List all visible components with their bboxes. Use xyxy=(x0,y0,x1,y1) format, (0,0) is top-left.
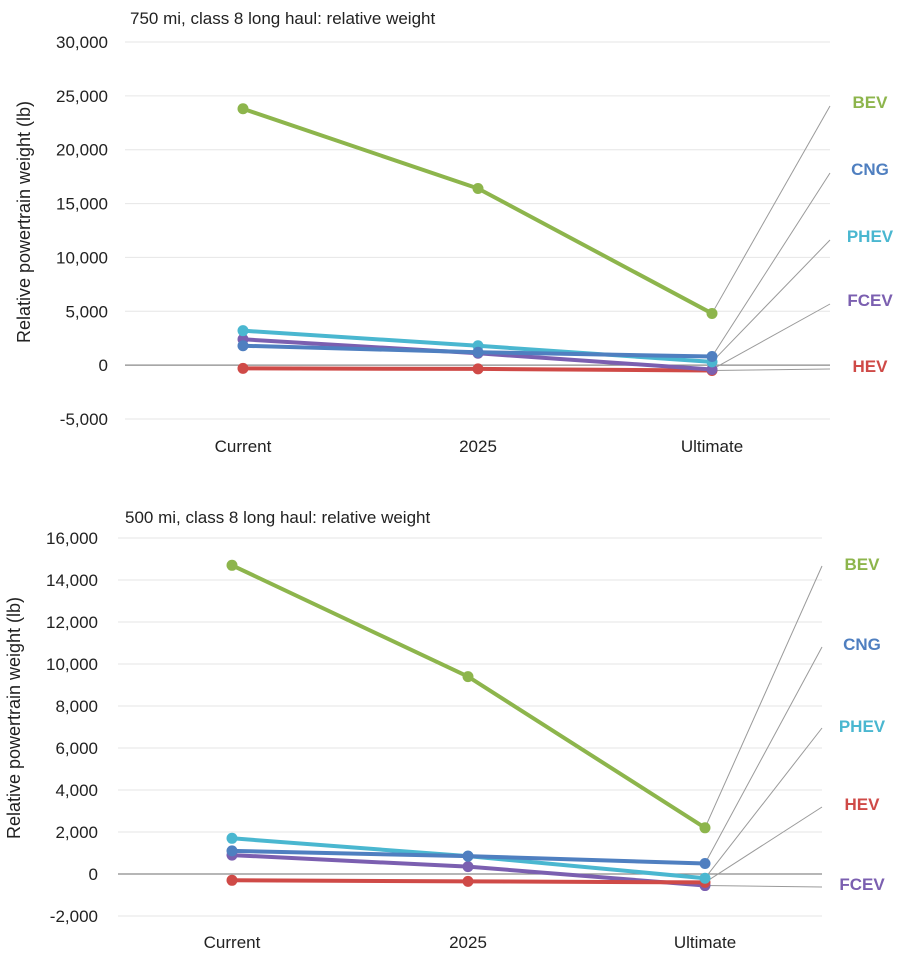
x-tick-label: Current xyxy=(215,437,272,456)
data-point xyxy=(237,340,249,352)
y-tick-labels: 16,000 14,000 12,000 10,000 8,000 6,000 4,000 2… xyxy=(46,529,98,926)
y-tick-label: 20,000 xyxy=(56,141,108,160)
data-point xyxy=(462,875,474,887)
y-tick-label: 25,000 xyxy=(56,87,108,106)
x-tick-label: Ultimate xyxy=(674,933,736,952)
y-axis-label: Relative powertrain weight (lb) xyxy=(4,597,24,839)
legend-leader-cng xyxy=(711,172,831,357)
legend-leader-hev xyxy=(711,368,831,372)
x-tick-label: 2025 xyxy=(459,437,497,456)
legend: BEV CNG PHEV HEV FCEV xyxy=(839,555,886,894)
chart-750mi: 750 mi, class 8 long haul: relative weig… xyxy=(14,9,894,456)
y-tick-label: 5,000 xyxy=(65,302,108,321)
legend-label-cng: CNG xyxy=(843,635,881,654)
data-point xyxy=(472,363,484,375)
data-point xyxy=(462,861,474,873)
legend-label-cng: CNG xyxy=(851,160,889,179)
legend-leader-bev xyxy=(711,105,831,314)
y-tick-label: 16,000 xyxy=(46,529,98,548)
y-tick-label: 0 xyxy=(99,356,108,375)
legend-label-bev: BEV xyxy=(845,555,881,574)
legend-leader-hev xyxy=(704,806,823,883)
chart-title: 750 mi, class 8 long haul: relative weig… xyxy=(130,9,435,28)
y-tick-label: -5,000 xyxy=(60,410,108,429)
legend-leader-lines xyxy=(711,105,831,372)
y-tick-label: 14,000 xyxy=(46,571,98,590)
series-line xyxy=(241,106,714,316)
legend-label-phev: PHEV xyxy=(847,227,894,246)
series-line xyxy=(230,563,707,830)
legend-leader-cng xyxy=(704,646,823,864)
legend-label-hev: HEV xyxy=(845,795,881,814)
y-tick-label: 4,000 xyxy=(55,781,98,800)
data-point xyxy=(472,346,484,358)
x-tick-labels: Current 2025 Ultimate xyxy=(215,437,744,456)
data-point xyxy=(699,872,711,884)
legend-leader-phev xyxy=(704,727,823,879)
y-tick-label: 12,000 xyxy=(46,613,98,632)
series-lines xyxy=(237,103,718,377)
data-point xyxy=(706,351,718,363)
data-point xyxy=(706,307,718,319)
chart-500mi: 500 mi, class 8 long haul: relative weig… xyxy=(4,508,886,952)
series-bev xyxy=(226,559,711,834)
x-tick-label: Current xyxy=(204,933,261,952)
legend: BEV CNG PHEV FCEV HEV xyxy=(847,93,894,376)
y-tick-label: 10,000 xyxy=(56,248,108,267)
data-point xyxy=(462,850,474,862)
legend-leader-fcev xyxy=(711,303,831,370)
legend-label-hev: HEV xyxy=(853,357,889,376)
data-point xyxy=(237,362,249,374)
y-tick-label: 6,000 xyxy=(55,739,98,758)
y-tick-label: 15,000 xyxy=(56,195,108,214)
series-hev xyxy=(226,874,711,888)
series-lines xyxy=(226,559,711,892)
series-cng xyxy=(226,845,711,869)
x-tick-label: 2025 xyxy=(449,933,487,952)
legend-label-fcev: FCEV xyxy=(847,291,893,310)
x-tick-labels: Current 2025 Ultimate xyxy=(204,933,737,952)
data-point xyxy=(226,832,238,844)
data-point xyxy=(226,559,238,571)
data-point xyxy=(462,671,474,683)
legend-leader-phev xyxy=(711,239,831,363)
chart-title: 500 mi, class 8 long haul: relative weig… xyxy=(125,508,430,527)
data-point xyxy=(472,182,484,194)
data-point xyxy=(699,822,711,834)
x-tick-label: Ultimate xyxy=(681,437,743,456)
legend-leader-fcev xyxy=(704,885,823,888)
y-tick-label: 0 xyxy=(89,865,98,884)
y-tick-label: 10,000 xyxy=(46,655,98,674)
data-point xyxy=(706,363,718,375)
data-point xyxy=(226,845,238,857)
legend-label-fcev: FCEV xyxy=(839,875,885,894)
y-tick-labels: 30,000 25,000 20,000 15,000 10,000 5,000 0 -5,0… xyxy=(56,33,108,429)
data-point xyxy=(699,858,711,869)
legend-leader-lines xyxy=(704,565,823,888)
data-point xyxy=(237,103,249,115)
y-tick-label: 30,000 xyxy=(56,33,108,52)
y-tick-label: -2,000 xyxy=(50,907,98,926)
legend-label-bev: BEV xyxy=(853,93,889,112)
legend-label-phev: PHEV xyxy=(839,717,886,736)
series-cng xyxy=(237,340,718,363)
y-axis-label: Relative powertrain weight (lb) xyxy=(14,101,34,343)
legend-leader-bev xyxy=(704,565,823,829)
series-bev xyxy=(237,103,718,319)
y-tick-label: 2,000 xyxy=(55,823,98,842)
data-point xyxy=(226,874,238,886)
data-point xyxy=(237,325,249,337)
y-tick-label: 8,000 xyxy=(55,697,98,716)
